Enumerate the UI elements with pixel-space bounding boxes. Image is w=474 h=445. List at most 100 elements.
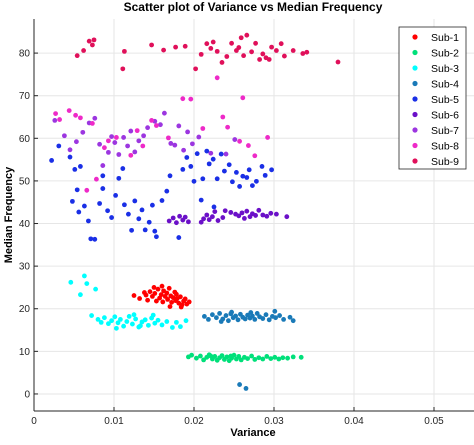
- y-tick-label: 70: [19, 91, 31, 102]
- data-point: [167, 173, 173, 179]
- data-point: [204, 148, 210, 154]
- data-point: [223, 313, 229, 318]
- data-point: [158, 292, 164, 298]
- data-point: [66, 108, 72, 114]
- data-point: [274, 48, 279, 53]
- data-point: [234, 169, 239, 175]
- data-point: [253, 213, 258, 218]
- data-point: [120, 66, 126, 72]
- data-point: [202, 314, 207, 319]
- data-point: [257, 57, 262, 62]
- y-tick-labels: 0 10 20 30 40 50 60 70 80: [19, 49, 31, 401]
- data-point: [217, 311, 223, 316]
- data-point: [182, 214, 188, 220]
- data-point: [53, 111, 58, 116]
- data-point: [149, 42, 155, 48]
- data-point: [188, 96, 194, 102]
- data-point: [122, 48, 127, 54]
- data-point: [67, 154, 73, 160]
- data-point: [131, 293, 137, 298]
- data-point: [159, 322, 165, 328]
- series-sub-6: [166, 207, 290, 226]
- x-tick-label: 0.02: [184, 416, 204, 427]
- data-point: [84, 187, 90, 193]
- data-point: [152, 291, 158, 296]
- legend-label: Sub-4: [431, 78, 459, 90]
- data-point: [198, 51, 204, 57]
- data-point: [128, 128, 134, 134]
- data-point: [57, 117, 62, 122]
- data-point: [180, 167, 186, 172]
- data-point: [220, 114, 226, 120]
- data-point: [125, 143, 130, 149]
- data-point: [122, 202, 127, 208]
- data-point: [223, 151, 229, 157]
- data-point: [256, 207, 262, 213]
- data-point: [263, 312, 269, 318]
- data-point: [155, 286, 161, 292]
- data-point: [210, 39, 216, 45]
- data-point: [278, 41, 284, 47]
- legend[interactable]: Sub-1 Sub-2 Sub-3 Sub-4 Sub-5 Sub-6 Sub-7 Sub-8…: [398, 26, 467, 170]
- data-point: [174, 291, 179, 297]
- data-point: [154, 298, 159, 304]
- y-tick-label: 0: [24, 389, 30, 400]
- data-point: [200, 176, 206, 182]
- data-point: [172, 142, 178, 148]
- legend-label: Sub-7: [431, 125, 459, 137]
- data-point: [138, 323, 143, 329]
- legend-marker: [412, 65, 418, 71]
- data-point: [81, 48, 86, 53]
- x-tick-label: 0: [31, 416, 37, 427]
- data-point: [214, 75, 220, 81]
- data-point: [91, 37, 97, 43]
- data-point: [152, 320, 158, 326]
- data-point: [89, 313, 94, 318]
- data-point: [233, 313, 239, 319]
- data-point: [84, 281, 90, 286]
- data-point: [133, 316, 139, 322]
- data-point: [240, 95, 246, 101]
- data-point: [269, 44, 274, 50]
- data-point: [176, 235, 182, 240]
- legend-label: Sub-1: [431, 32, 459, 44]
- data-point: [211, 204, 217, 210]
- data-point: [204, 212, 210, 218]
- data-point: [162, 110, 167, 116]
- data-point: [222, 208, 228, 214]
- data-point: [131, 312, 137, 318]
- legend-label: Sub-9: [431, 156, 459, 168]
- data-point: [194, 355, 199, 361]
- data-point: [146, 322, 151, 328]
- data-point: [238, 35, 244, 41]
- data-point: [198, 219, 204, 225]
- data-point: [304, 49, 310, 55]
- legend-marker: [412, 127, 418, 133]
- data-point: [152, 228, 158, 234]
- data-point: [136, 138, 142, 144]
- data-point: [136, 216, 142, 222]
- data-point: [166, 285, 172, 291]
- data-point: [215, 218, 221, 223]
- data-point: [56, 143, 62, 149]
- data-point: [129, 227, 135, 233]
- y-axis-label: Median Frequency: [3, 166, 15, 263]
- data-point: [139, 207, 145, 213]
- data-point: [184, 155, 190, 160]
- series-sub-8: [53, 75, 270, 193]
- data-point: [238, 357, 244, 363]
- y-tick-label: 10: [19, 347, 31, 358]
- series-sub-9: [74, 32, 341, 72]
- data-point: [244, 208, 250, 214]
- data-point: [210, 312, 215, 318]
- y-tick-label: 20: [19, 304, 31, 315]
- data-point: [80, 129, 86, 135]
- data-point: [160, 299, 166, 305]
- data-point: [74, 53, 80, 59]
- data-point: [206, 161, 212, 167]
- data-point: [114, 325, 119, 331]
- legend-label: Sub-5: [431, 94, 459, 106]
- data-point: [106, 149, 111, 155]
- legend-marker: [412, 49, 418, 56]
